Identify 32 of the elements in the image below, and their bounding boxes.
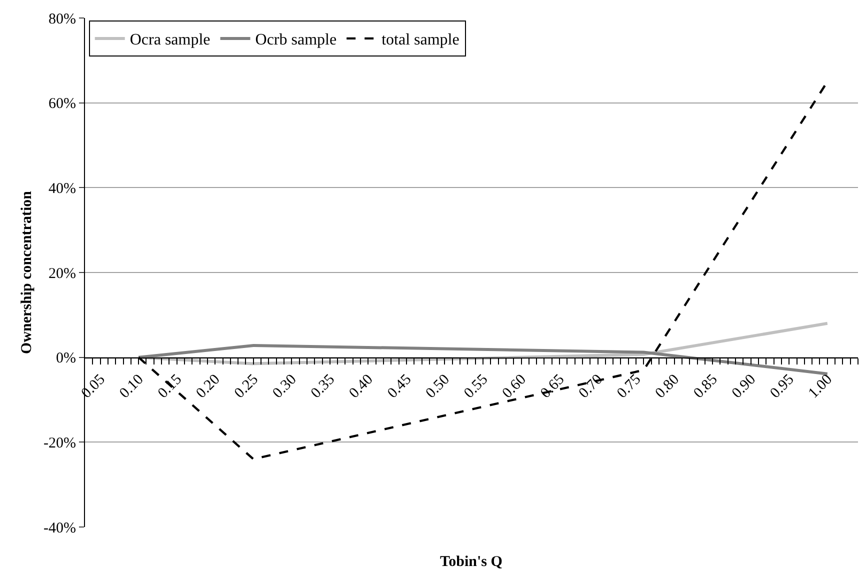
x-tick-label: 0.85 xyxy=(690,372,721,402)
x-axis-title: Tobin's Q xyxy=(440,554,503,570)
y-tick-label: -20% xyxy=(44,435,76,452)
x-tick-label: 0.45 xyxy=(384,372,415,402)
x-tick-label: 0.70 xyxy=(576,372,606,402)
y-tick-label: 80% xyxy=(48,11,76,28)
x-tick-label: 0.05 xyxy=(78,372,108,402)
x-tick-label: 0.65 xyxy=(538,372,568,402)
y-tick-label: 40% xyxy=(48,180,76,197)
x-tick-label: 0.95 xyxy=(767,372,798,402)
y-tick-label: -40% xyxy=(44,520,76,536)
y-tick-label: 60% xyxy=(48,96,76,112)
legend-label: total sample xyxy=(382,32,460,49)
x-tick-label: 0.80 xyxy=(652,372,682,402)
line-series xyxy=(137,344,829,376)
x-tick-label: 0.25 xyxy=(232,372,262,402)
x-tick-label: 1.00 xyxy=(806,372,836,402)
legend-label: Ocrb sample xyxy=(255,32,337,49)
y-tick-label: 0% xyxy=(56,350,76,367)
x-tick-label: 0.35 xyxy=(308,372,338,402)
x-tick-label: 0.20 xyxy=(193,372,224,402)
legend-label: Ocra sample xyxy=(130,32,210,49)
x-tick-label: 0.50 xyxy=(422,372,453,402)
x-tick-label: 0.10 xyxy=(116,372,147,402)
y-axis-title: Ownership concentration xyxy=(18,190,35,354)
x-tick-label: 0.30 xyxy=(270,372,300,402)
x-tick-label: 0.75 xyxy=(614,372,644,402)
x-tick-label: 0.90 xyxy=(729,372,759,402)
x-tick-label: 0.40 xyxy=(346,372,376,402)
x-tick-label: 0.60 xyxy=(500,372,530,402)
x-tick-label: 0.55 xyxy=(461,372,492,402)
y-tick-label: 20% xyxy=(48,266,76,282)
